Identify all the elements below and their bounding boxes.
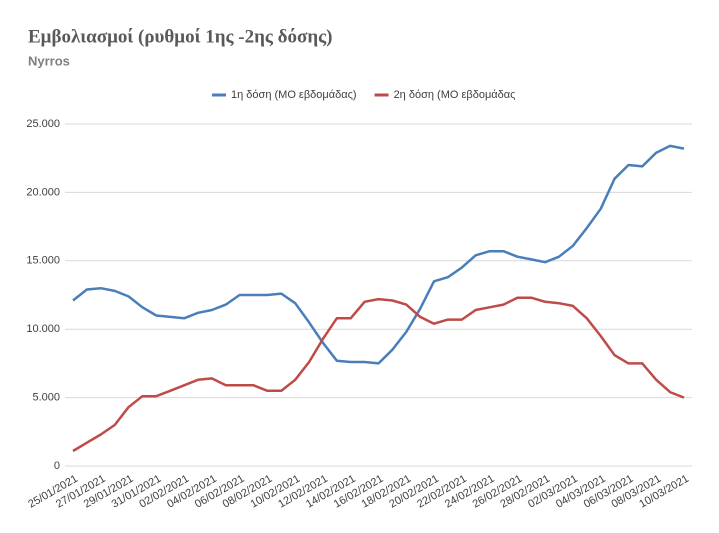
data-line [72, 296, 685, 453]
legend-label: 2η δόση (ΜΟ εβδομάδας [394, 89, 516, 101]
y-tick-label: 10.000 [26, 323, 60, 335]
y-tick-label: 0 [54, 460, 60, 472]
y-tick-label: 15.000 [26, 255, 60, 267]
chart-title: Εμβολιασμοί (ρυθμοί 1ης -2ης δόσης) [28, 26, 332, 47]
y-tick-label: 25.000 [26, 118, 60, 130]
chart-subtitle: Nyrros [28, 53, 70, 68]
data-line [72, 144, 685, 365]
y-tick-label: 5.000 [32, 392, 60, 404]
y-tick-label: 20.000 [26, 186, 60, 198]
legend-label: 1η δόση (ΜΟ εβδομάδας) [231, 89, 357, 101]
